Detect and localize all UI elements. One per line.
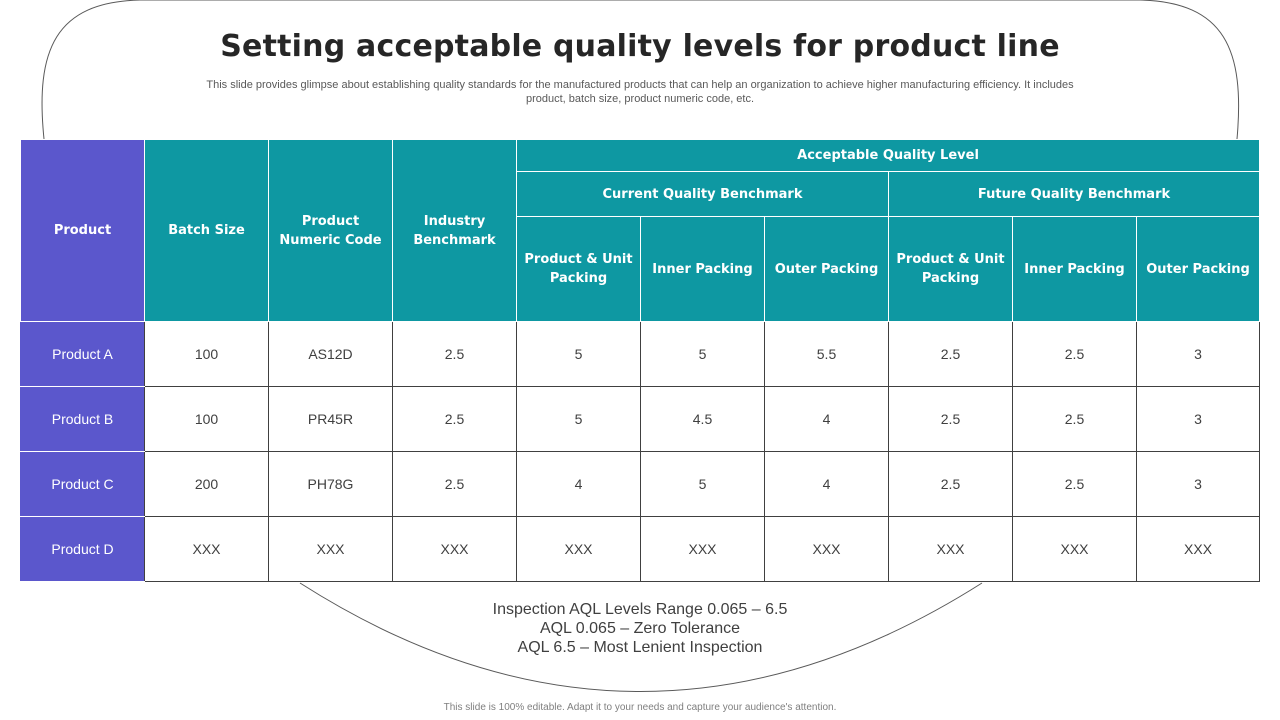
aql-lenient-note: AQL 6.5 – Most Lenient Inspection: [517, 639, 763, 656]
numeric-code-cell: PR45R: [268, 386, 393, 452]
current-outer-packing-cell: 5.5: [764, 321, 889, 387]
future-outer-packing-cell: 3: [1135, 321, 1261, 387]
industry-benchmark-cell: 2.5: [392, 386, 517, 452]
product-name-cell: Product A: [20, 321, 145, 387]
table-row: Product A 100 AS12D 2.5 5 5 5.5 2.5 2.5 …: [20, 321, 1261, 387]
table-header: Product Batch Size Product Numeric Code …: [20, 139, 1261, 322]
numeric-code-cell: AS12D: [268, 321, 393, 387]
table-row: Product B 100 PR45R 2.5 5 4.5 4 2.5 2.5 …: [20, 386, 1261, 452]
current-inner-packing-cell: 4.5: [640, 386, 765, 452]
header-current-outer-packing: Outer Packing: [764, 216, 889, 322]
header-batch-size: Batch Size: [144, 139, 269, 322]
current-unit-packing-cell: 5: [516, 386, 641, 452]
header-current-inner-packing: Inner Packing: [640, 216, 765, 322]
industry-benchmark-cell: XXX: [392, 516, 517, 582]
future-unit-packing-cell: 2.5: [888, 451, 1013, 517]
batch-size-cell: 100: [144, 386, 269, 452]
aql-notes: Inspection AQL Levels Range 0.065 – 6.5 …: [0, 600, 1280, 657]
header-future-inner-packing: Inner Packing: [1012, 216, 1137, 322]
numeric-code-cell: XXX: [268, 516, 393, 582]
numeric-code-cell: PH78G: [268, 451, 393, 517]
batch-size-cell: XXX: [144, 516, 269, 582]
aql-table: Product Batch Size Product Numeric Code …: [20, 139, 1261, 582]
future-outer-packing-cell: 3: [1135, 386, 1261, 452]
table-body: Product A 100 AS12D 2.5 5 5 5.5 2.5 2.5 …: [20, 321, 1261, 582]
table-row: Product C 200 PH78G 2.5 4 5 4 2.5 2.5 3: [20, 451, 1261, 517]
header-current-benchmark: Current Quality Benchmark: [516, 171, 889, 217]
future-inner-packing-cell: XXX: [1012, 516, 1137, 582]
page-subtitle: This slide provides glimpse about establ…: [206, 79, 1074, 105]
header-numeric-code: Product Numeric Code: [268, 139, 393, 322]
header-future-benchmark: Future Quality Benchmark: [887, 171, 1261, 217]
future-unit-packing-cell: 2.5: [888, 321, 1013, 387]
future-outer-packing-cell: 3: [1135, 451, 1261, 517]
current-inner-packing-cell: 5: [640, 451, 765, 517]
page-title: Setting acceptable quality levels for pr…: [220, 29, 1060, 64]
future-outer-packing-cell: XXX: [1135, 516, 1261, 582]
batch-size-cell: 200: [144, 451, 269, 517]
header-future-unit-packing: Product & Unit Packing: [888, 216, 1013, 322]
future-inner-packing-cell: 2.5: [1012, 451, 1137, 517]
industry-benchmark-cell: 2.5: [392, 321, 517, 387]
aql-range-note: Inspection AQL Levels Range 0.065 – 6.5: [492, 601, 788, 618]
future-inner-packing-cell: 2.5: [1012, 386, 1137, 452]
future-unit-packing-cell: 2.5: [888, 386, 1013, 452]
current-inner-packing-cell: XXX: [640, 516, 765, 582]
current-outer-packing-cell: 4: [764, 386, 889, 452]
current-unit-packing-cell: 4: [516, 451, 641, 517]
industry-benchmark-cell: 2.5: [392, 451, 517, 517]
table-row: Product D XXX XXX XXX XXX XXX XXX XXX XX…: [20, 516, 1261, 582]
current-unit-packing-cell: XXX: [516, 516, 641, 582]
current-outer-packing-cell: XXX: [764, 516, 889, 582]
current-outer-packing-cell: 4: [764, 451, 889, 517]
header-future-outer-packing: Outer Packing: [1135, 216, 1261, 322]
aql-zero-tolerance-note: AQL 0.065 – Zero Tolerance: [539, 620, 741, 637]
header-industry-benchmark: Industry Benchmark: [392, 139, 517, 322]
product-name-cell: Product D: [20, 516, 145, 582]
product-name-cell: Product B: [20, 386, 145, 452]
product-name-cell: Product C: [20, 451, 145, 517]
future-inner-packing-cell: 2.5: [1012, 321, 1137, 387]
batch-size-cell: 100: [144, 321, 269, 387]
future-unit-packing-cell: XXX: [888, 516, 1013, 582]
current-unit-packing-cell: 5: [516, 321, 641, 387]
header-current-unit-packing: Product & Unit Packing: [516, 216, 641, 322]
top-arc: [41, 0, 1240, 140]
header-product: Product: [20, 139, 145, 322]
footer-note: This slide is 100% editable. Adapt it to…: [443, 702, 837, 713]
current-inner-packing-cell: 5: [640, 321, 765, 387]
header-acceptable-quality-level: Acceptable Quality Level: [515, 139, 1261, 172]
